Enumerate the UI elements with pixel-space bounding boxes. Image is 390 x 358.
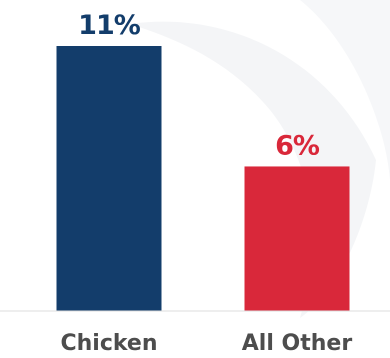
- labels-group: 11% Chicken 6% All Other: [60, 10, 352, 356]
- background-swirl-2: [300, 0, 390, 180]
- bar-all-other: [244, 166, 350, 311]
- category-label-chicken: Chicken: [60, 331, 157, 356]
- value-label-chicken: 11%: [78, 10, 141, 41]
- bars-group: [56, 46, 350, 311]
- category-label-all-other: All Other: [242, 331, 353, 356]
- value-label-all-other: 6%: [275, 130, 320, 161]
- bar-chicken: [56, 46, 162, 311]
